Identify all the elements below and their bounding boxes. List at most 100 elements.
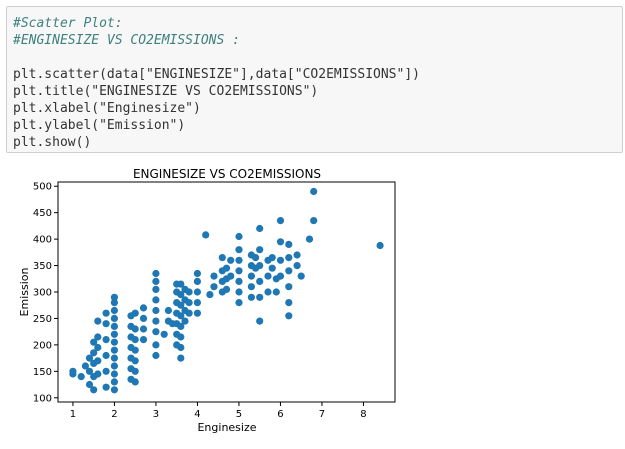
data-point xyxy=(181,317,189,325)
data-point xyxy=(131,336,139,344)
data-point xyxy=(131,367,139,375)
y-tick-label: 150 xyxy=(33,367,52,378)
data-point xyxy=(85,354,94,362)
data-point xyxy=(152,351,160,360)
data-point xyxy=(139,325,148,333)
data-point xyxy=(102,320,110,328)
x-tick-label: 3 xyxy=(153,409,159,420)
data-point xyxy=(235,256,243,264)
data-point xyxy=(235,267,243,275)
data-point xyxy=(177,291,185,299)
data-point xyxy=(285,267,293,275)
data-point xyxy=(297,272,305,280)
data-point xyxy=(90,386,98,394)
data-point xyxy=(285,283,293,291)
data-point xyxy=(131,357,139,365)
data-point xyxy=(152,285,160,293)
data-point xyxy=(164,306,172,315)
data-point xyxy=(110,354,118,362)
code-line-scatter: plt.scatter(data["ENGINESIZE"],data["CO2… xyxy=(13,67,420,82)
y-tick-label: 300 xyxy=(33,288,52,299)
data-point xyxy=(218,254,226,262)
data-point xyxy=(85,367,94,375)
data-point xyxy=(177,301,185,309)
data-point xyxy=(110,322,118,330)
data-point xyxy=(193,288,201,296)
data-point xyxy=(152,341,160,349)
data-point xyxy=(131,325,139,333)
axes: 1 2 3 4 5 6 7 8 100 150 200 250 300 350 400 450 500 xyxy=(33,182,367,420)
data-point xyxy=(110,362,118,370)
data-point xyxy=(152,328,160,336)
data-point xyxy=(110,346,118,354)
data-point xyxy=(193,299,201,307)
data-point xyxy=(131,346,139,354)
x-tick-label: 5 xyxy=(236,409,242,420)
data-point xyxy=(152,277,160,285)
data-point xyxy=(177,322,185,330)
data-point xyxy=(235,288,243,296)
data-point xyxy=(102,309,110,317)
data-point xyxy=(293,251,301,259)
data-point xyxy=(139,304,148,312)
data-point xyxy=(264,288,272,296)
code-line-title: plt.title("ENGINESIZE VS CO2EMISSIONS") xyxy=(13,84,319,99)
data-point xyxy=(185,309,193,317)
data-point xyxy=(256,224,264,233)
data-point xyxy=(202,231,210,239)
data-point xyxy=(276,238,285,246)
data-point xyxy=(85,380,94,389)
data-point xyxy=(210,272,218,280)
data-points xyxy=(69,187,384,394)
data-point xyxy=(177,354,185,362)
data-point xyxy=(235,232,243,241)
data-point xyxy=(222,264,231,272)
code-line-xlabel: plt.xlabel("Enginesize") xyxy=(13,101,201,116)
data-point xyxy=(94,333,102,341)
data-point xyxy=(305,235,314,243)
data-point xyxy=(177,280,185,288)
data-point xyxy=(90,338,98,346)
data-point xyxy=(276,272,285,280)
data-point xyxy=(177,312,185,320)
cell-output: ENGINESIZE VS CO2EMISSIONS 1 2 3 4 5 6 7 8 100 15… xyxy=(0,160,625,445)
data-point xyxy=(193,277,201,285)
data-point xyxy=(222,285,231,293)
data-point xyxy=(152,317,160,325)
data-point xyxy=(276,217,285,225)
data-point xyxy=(235,246,243,254)
data-point xyxy=(293,262,301,270)
data-point xyxy=(102,383,110,391)
code-line-ylabel: plt.ylabel("Emission") xyxy=(13,118,186,133)
data-point xyxy=(256,317,264,325)
data-point xyxy=(256,293,264,301)
data-point xyxy=(131,309,139,317)
data-point xyxy=(210,283,218,291)
data-point xyxy=(185,299,193,307)
data-point xyxy=(310,187,318,196)
data-point xyxy=(376,241,384,250)
code-editor[interactable]: #Scatter Plot: #ENGINESIZE VS CO2EMISSIO… xyxy=(13,15,420,151)
data-point xyxy=(264,272,272,280)
data-point xyxy=(131,378,139,386)
x-tick-label: 6 xyxy=(277,409,283,420)
data-point xyxy=(177,343,185,352)
data-point xyxy=(272,288,280,296)
code-cell[interactable]: #Scatter Plot: #ENGINESIZE VS CO2EMISSIO… xyxy=(6,6,623,153)
data-point xyxy=(206,291,214,299)
code-line-show: plt.show() xyxy=(13,135,92,150)
data-point xyxy=(152,269,160,278)
data-point xyxy=(247,283,255,291)
x-tick-label: 4 xyxy=(194,409,200,420)
data-point xyxy=(310,217,318,225)
code-line-comment: #Scatter Plot: xyxy=(13,16,123,31)
x-tick-label: 2 xyxy=(111,409,117,420)
data-point xyxy=(285,312,293,320)
data-point xyxy=(94,317,102,325)
y-tick-label: 500 xyxy=(33,182,52,193)
y-axis-label: Emission xyxy=(18,268,31,317)
data-point xyxy=(69,367,77,375)
code-line-comment: #ENGINESIZE VS CO2EMISSIONS : xyxy=(13,33,240,48)
data-point xyxy=(139,336,148,344)
plot-frame xyxy=(57,181,396,403)
